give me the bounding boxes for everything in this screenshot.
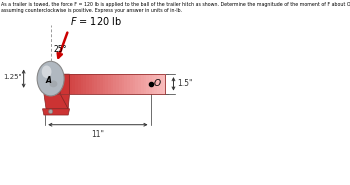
- Bar: [146, 74, 149, 94]
- Polygon shape: [60, 74, 70, 109]
- Text: 25°: 25°: [54, 45, 68, 54]
- Text: 1.5": 1.5": [177, 79, 192, 88]
- Bar: [67, 74, 70, 94]
- Bar: [48, 76, 53, 90]
- Bar: [64, 74, 67, 94]
- Text: 11": 11": [91, 130, 104, 139]
- Bar: [86, 74, 89, 94]
- Polygon shape: [44, 74, 68, 109]
- Ellipse shape: [49, 110, 52, 114]
- Bar: [83, 74, 86, 94]
- Bar: [127, 74, 130, 94]
- Bar: [70, 74, 73, 94]
- Polygon shape: [43, 109, 70, 115]
- Bar: [113, 74, 117, 94]
- Bar: [111, 74, 114, 94]
- Bar: [56, 74, 59, 94]
- Circle shape: [37, 61, 64, 96]
- Bar: [124, 74, 127, 94]
- Text: As a trailer is towed, the force F = 120 lb is applied to the ball of the traile: As a trailer is towed, the force F = 120…: [1, 2, 350, 7]
- Bar: [108, 74, 111, 94]
- Bar: [72, 74, 76, 94]
- Bar: [135, 74, 138, 94]
- Bar: [157, 74, 160, 94]
- Bar: [130, 74, 133, 94]
- Bar: [56, 74, 165, 94]
- Bar: [75, 74, 78, 94]
- Bar: [160, 74, 163, 94]
- Bar: [89, 74, 92, 94]
- Bar: [59, 74, 62, 94]
- Bar: [80, 74, 84, 94]
- Text: O: O: [154, 79, 161, 88]
- Circle shape: [42, 65, 51, 78]
- Bar: [62, 74, 64, 94]
- Bar: [78, 74, 81, 94]
- Bar: [105, 74, 108, 94]
- Bar: [149, 74, 152, 94]
- Text: A: A: [45, 76, 51, 85]
- Bar: [138, 74, 141, 94]
- Bar: [94, 74, 97, 94]
- Bar: [122, 74, 125, 94]
- Ellipse shape: [49, 80, 57, 87]
- Bar: [163, 74, 166, 94]
- Bar: [141, 74, 144, 94]
- Bar: [133, 74, 135, 94]
- Bar: [144, 74, 147, 94]
- Text: $F$ = 120 lb: $F$ = 120 lb: [70, 14, 122, 26]
- Bar: [154, 74, 158, 94]
- Text: assuming counterclockwise is positive. Express your answer in units of in-lb.: assuming counterclockwise is positive. E…: [1, 8, 182, 13]
- Bar: [116, 74, 119, 94]
- Bar: [47, 71, 55, 77]
- Bar: [152, 74, 155, 94]
- Bar: [92, 74, 94, 94]
- Bar: [100, 74, 103, 94]
- Bar: [103, 74, 105, 94]
- Text: 1.25": 1.25": [4, 74, 22, 80]
- Bar: [119, 74, 122, 94]
- Bar: [97, 74, 100, 94]
